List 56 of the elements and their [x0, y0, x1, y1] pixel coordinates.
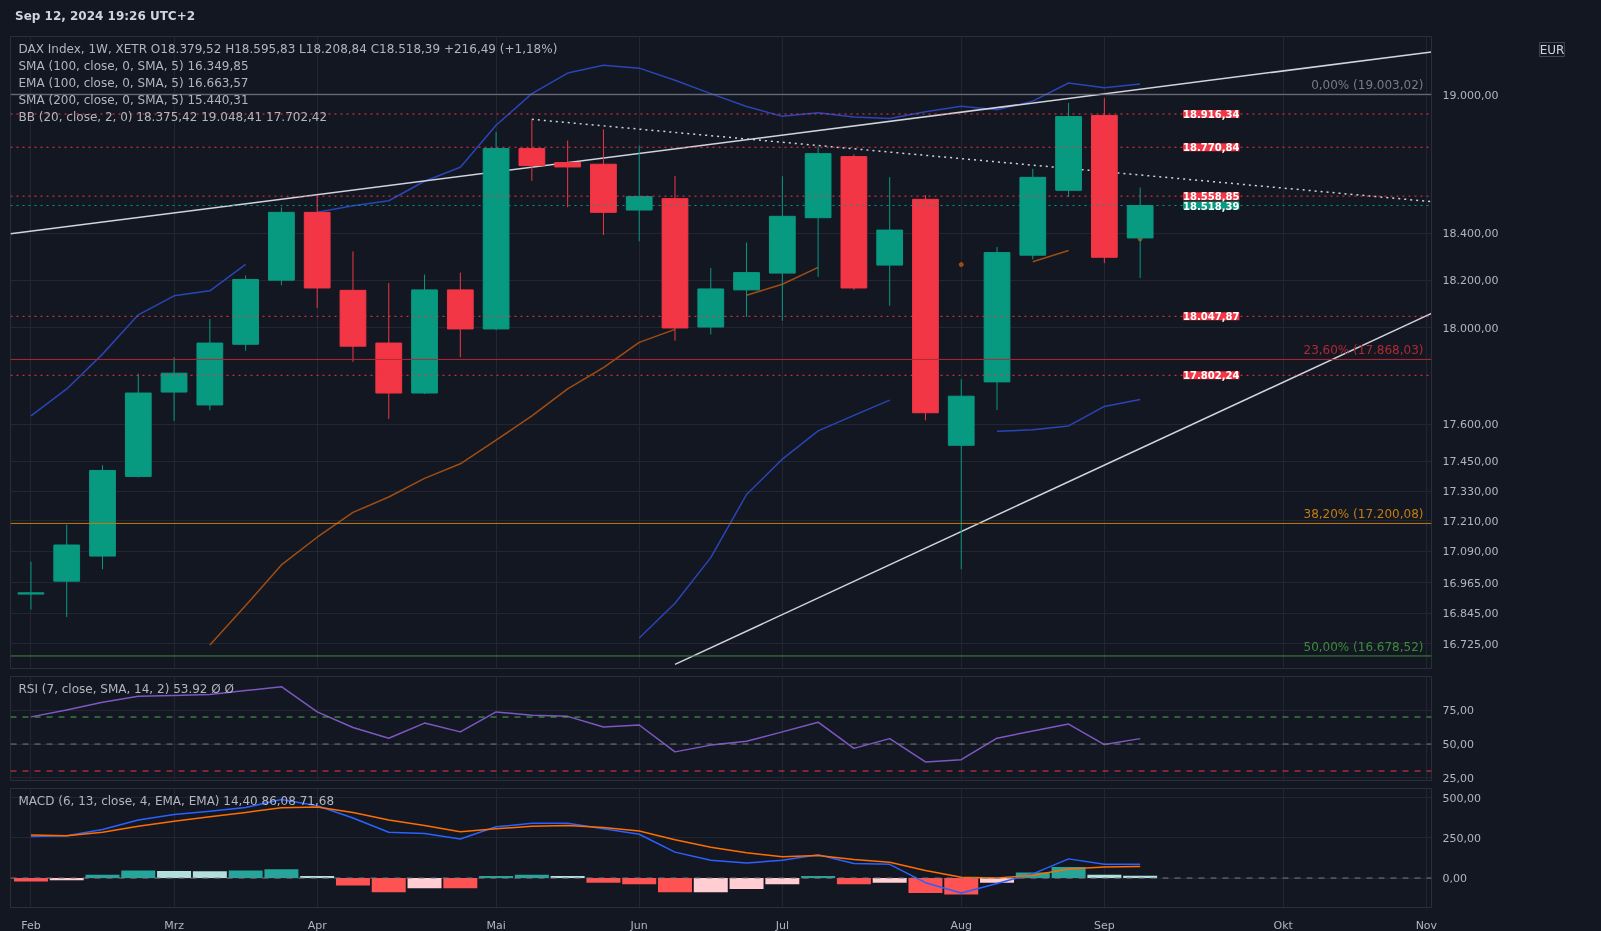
y-tick-label: 17.330,00: [1442, 485, 1499, 499]
y-tick-label: 0,00: [1442, 872, 1467, 886]
y-tick-label: 18.400,00: [1442, 227, 1499, 241]
y-tick-label: 50,00: [1442, 738, 1474, 752]
bar: [658, 878, 692, 893]
x-tick-label: Mai: [486, 918, 506, 931]
ref-line-label: 23,60% (17.868,03): [1303, 343, 1424, 358]
x-tick-label: Feb: [21, 918, 41, 931]
annotation: RSI (7, close, SMA, 14, 2) 53.92 Ø Ø: [18, 681, 235, 696]
bar: [157, 870, 192, 879]
chart-title: Sep 12, 2024 19:26 UTC+2: [15, 8, 196, 25]
y-tick-label: 25,00: [1442, 771, 1474, 785]
annotation: DAX Index, 1W, XETR O18.379,52 H18.595,83 L18.208,84 C18.518,39 +216,49 (+1,18%): [18, 41, 558, 56]
ref-line-label: 18.518,39: [1183, 200, 1240, 212]
bar: [443, 878, 478, 889]
bar: [407, 878, 442, 889]
y-tick-label: 16.965,00: [1442, 576, 1499, 590]
x-tick-label: Apr: [307, 918, 328, 931]
bar: [693, 878, 728, 893]
x-tick-label: Mrz: [164, 918, 185, 931]
y-tick-label: 17.090,00: [1442, 545, 1499, 559]
y-tick-label: 18.000,00: [1442, 321, 1499, 335]
y-tick-label: 17.450,00: [1442, 455, 1499, 469]
annotation: SMA (200, close, 0, SMA, 5) 15.440,31: [18, 92, 249, 107]
y-tick-label: 250,00: [1442, 831, 1481, 845]
annotation: EMA (100, close, 0, SMA, 5) 16.663,57: [18, 75, 249, 90]
ref-line-label: 18.770,84: [1183, 142, 1240, 154]
ref-line-label: 17.802,24: [1183, 370, 1240, 382]
ref-line-label: 18.047,87: [1183, 311, 1240, 323]
y-tick-label: 19.000,00: [1442, 89, 1499, 102]
y-axis-title: EUR: [1539, 42, 1565, 57]
bar: [192, 871, 227, 879]
candlestick: [17, 561, 45, 611]
annotation: SMA (100, close, 0, SMA, 5) 16.349,85: [18, 58, 249, 73]
y-tick-label: 500,00: [1442, 791, 1481, 805]
y-tick-label: 17.210,00: [1442, 514, 1499, 528]
x-tick-label: Jul: [774, 918, 789, 931]
x-tick-label: Nov: [1415, 918, 1438, 931]
x-tick-label: Jun: [629, 918, 648, 931]
y-tick-label: 75,00: [1442, 704, 1474, 718]
y-tick-label: 16.845,00: [1442, 607, 1499, 621]
line-series: [30, 806, 1141, 879]
bar: [371, 878, 406, 893]
y-tick-label: 17.600,00: [1442, 418, 1499, 432]
annotation: BB (20, close, 2, 0) 18.375,42 19.048,41 17.702,42: [18, 109, 328, 124]
x-tick-label: Aug: [950, 918, 972, 931]
bar: [335, 878, 370, 886]
ref-line-label: 18.916,34: [1183, 109, 1240, 120]
ref-line-label: 0,00% (19.003,02): [1311, 78, 1424, 93]
x-tick-label: Okt: [1273, 918, 1294, 931]
ref-line-label: 50,00% (16.678,52): [1303, 639, 1424, 654]
x-tick-label: Sep: [1094, 918, 1115, 931]
ref-line-label: 18.558,85: [1183, 191, 1240, 203]
ref-line-label: 38,20% (17.200,08): [1303, 507, 1424, 522]
y-tick-label: 18.200,00: [1442, 274, 1499, 288]
y-tick-label: 16.725,00: [1442, 637, 1499, 651]
